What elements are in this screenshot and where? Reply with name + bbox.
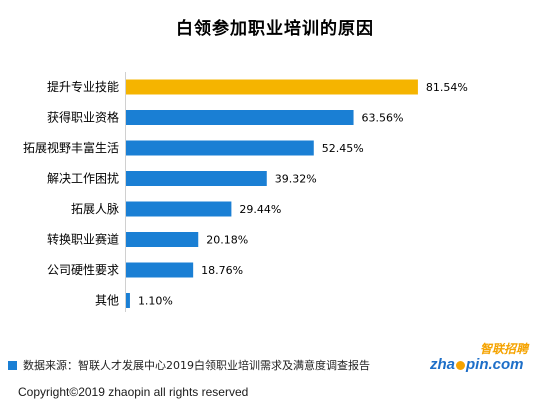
category-label-1: 获得职业资格 <box>47 110 119 125</box>
bar-0 <box>126 79 418 95</box>
value-label-2: 52.45% <box>322 142 364 155</box>
value-label-0: 81.54% <box>426 81 468 94</box>
category-label-0: 提升专业技能 <box>47 79 119 94</box>
bar-3 <box>126 171 267 186</box>
logo-dot-icon <box>456 360 466 370</box>
data-source: 数据来源：智联人才发展中心2019白领职业培训需求及满意度调查报告 <box>8 358 370 372</box>
source-marker-icon <box>8 360 17 370</box>
bar-4 <box>126 201 232 217</box>
copyright-text: Copyright©2019 zhaopin all rights reserv… <box>18 385 249 399</box>
chart-title: 白领参加职业培训的原因 <box>176 19 374 39</box>
category-label-7: 其他 <box>95 294 119 308</box>
value-label-1: 63.56% <box>362 112 404 125</box>
bar-1 <box>126 110 354 125</box>
logo-brand-text: 智联招聘 <box>480 342 529 356</box>
category-label-2: 拓展视野丰富生活 <box>23 140 119 155</box>
y-axis-line <box>125 72 126 312</box>
bar-7 <box>126 293 130 308</box>
bar-5 <box>126 232 199 247</box>
value-label-6: 18.76% <box>201 264 243 277</box>
bar-6 <box>126 262 194 278</box>
data-source-text: 数据来源：智联人才发展中心2019白领职业培训需求及满意度调查报告 <box>23 359 370 372</box>
value-label-4: 29.44% <box>239 203 281 216</box>
logo-wordmark: zha pin.com <box>430 356 524 373</box>
zhaopin-logo: 智联招聘 zha pin.com <box>430 340 542 380</box>
bar-2 <box>126 140 314 156</box>
value-label-3: 39.32% <box>275 173 317 186</box>
category-label-6: 公司硬性要求 <box>47 263 119 277</box>
category-label-4: 拓展人脉 <box>71 201 119 216</box>
category-label-3: 解决工作困扰 <box>47 172 119 186</box>
category-label-5: 转换职业赛道 <box>47 232 119 247</box>
value-label-5: 20.18% <box>206 234 248 247</box>
value-label-7: 1.10% <box>138 295 173 308</box>
